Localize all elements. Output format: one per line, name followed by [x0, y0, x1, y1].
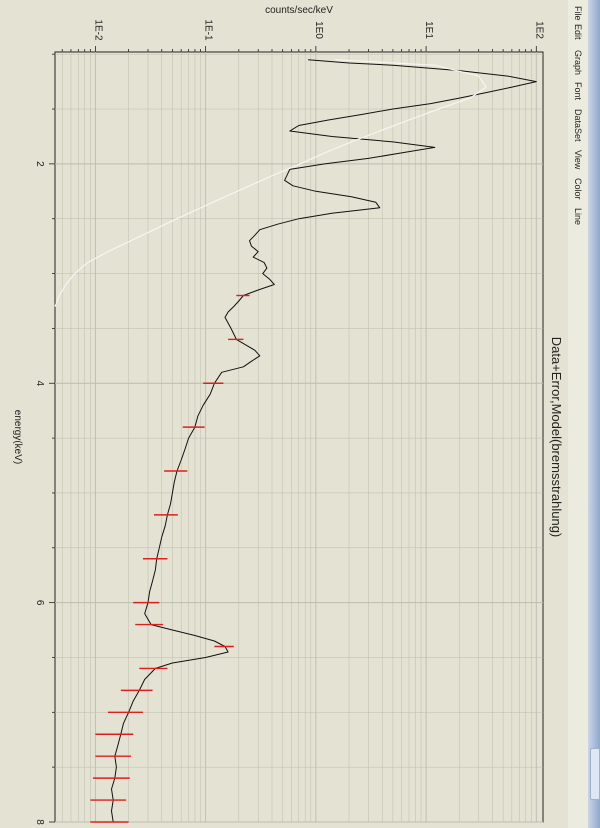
menu-bar: File Edit Graph Font DataSet View Color …	[568, 0, 588, 828]
menu-color[interactable]: Color	[573, 178, 583, 200]
y-tick-label: 1E2	[533, 21, 544, 39]
menu-dataset[interactable]: DataSet	[573, 109, 583, 142]
y-tick-label: 1E0	[313, 21, 324, 39]
menu-view[interactable]: View	[573, 150, 583, 170]
menu-edit[interactable]: Edit	[573, 24, 583, 40]
x-tick-label: 4	[34, 380, 45, 386]
menu-font[interactable]: Font	[573, 82, 583, 101]
menu-file[interactable]: File	[573, 6, 583, 21]
menu-line[interactable]: Line	[573, 208, 583, 226]
x-tick-label: 2	[34, 161, 45, 167]
x-tick-label: 6	[34, 600, 45, 606]
window-scrollbar[interactable]	[588, 0, 600, 828]
grid-lines	[55, 52, 543, 823]
data-series-line	[111, 59, 537, 823]
model-series-line	[54, 59, 487, 307]
x-tick-label: 8	[34, 819, 45, 825]
x-axis-label: energy(keV)	[12, 410, 23, 464]
data-series	[54, 59, 537, 823]
menu-graph[interactable]: Graph	[573, 50, 583, 76]
axis-ticks: 1E-2 1E-1 1E0 1E1 1E2 2 4 6 8	[34, 19, 544, 825]
y-tick-label: 1E1	[423, 21, 434, 39]
y-axis-label: counts/sec/keV	[265, 5, 333, 16]
scroll-thumb[interactable]	[590, 748, 600, 800]
y-tick-label: 1E-2	[92, 19, 103, 41]
chart-title: Data+Error,Model(bremsstrahlung)	[549, 337, 564, 538]
y-tick-label: 1E-1	[203, 19, 214, 41]
